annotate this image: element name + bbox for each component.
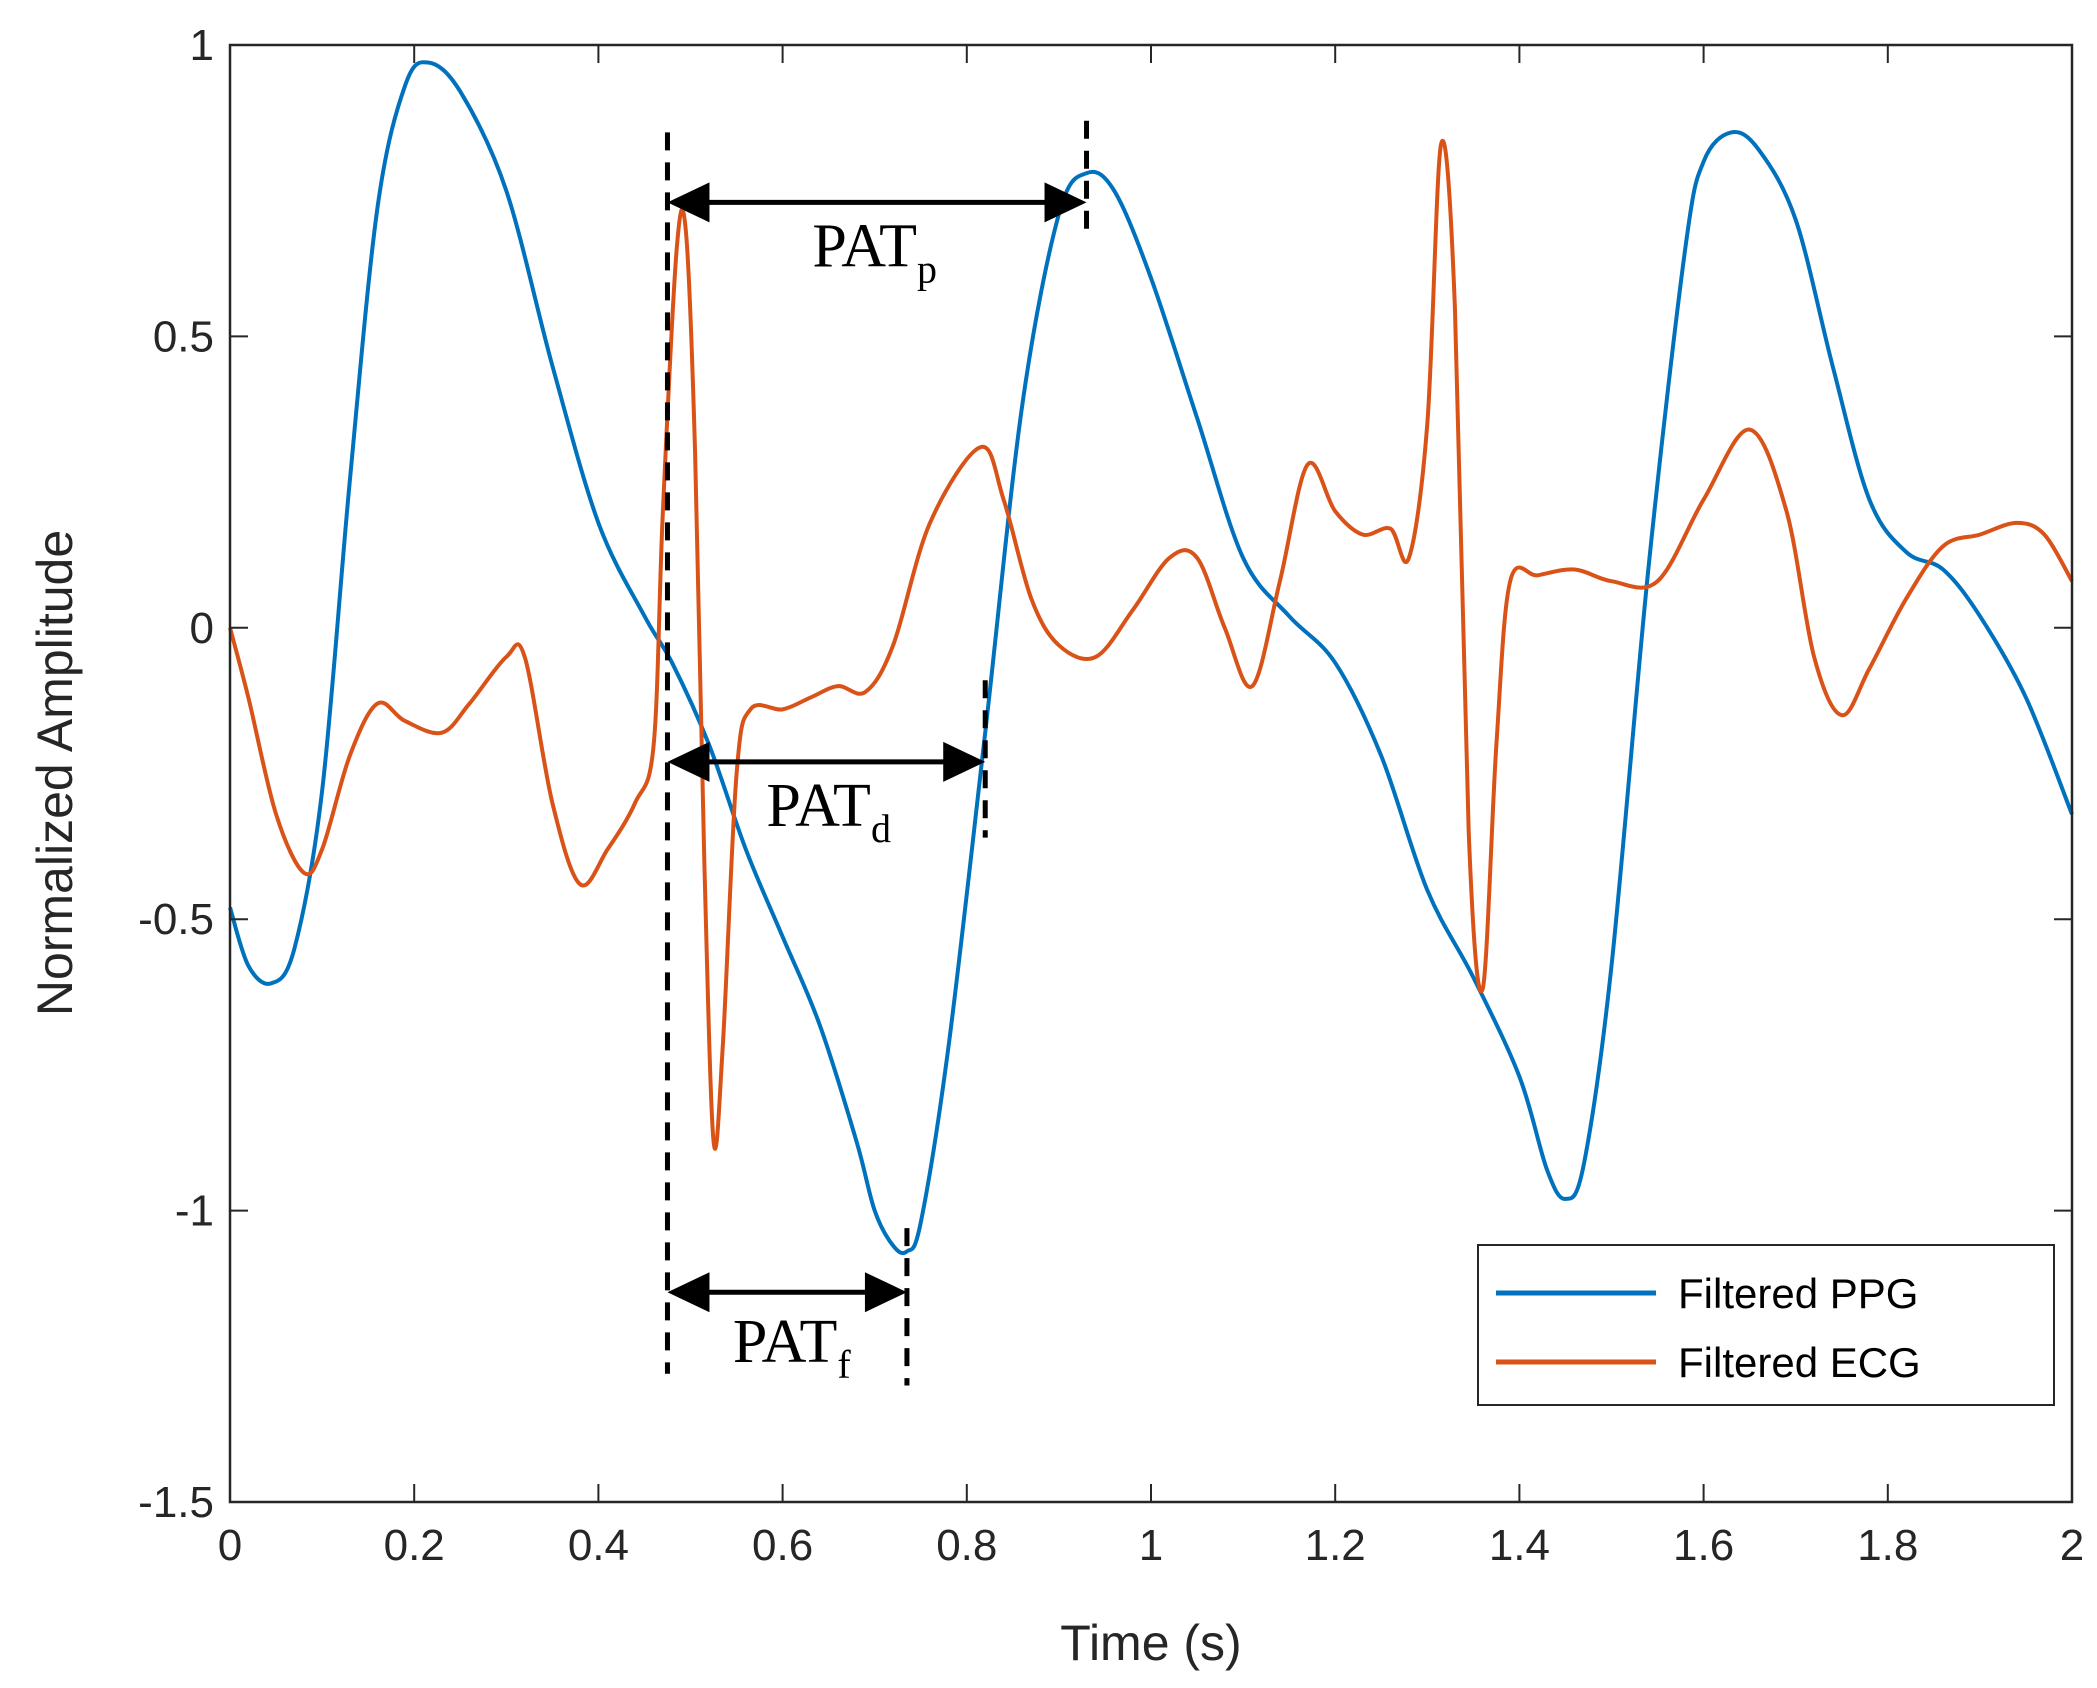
pat-d-arrowhead-left <box>667 741 710 782</box>
pat-f-arrowhead-right <box>864 1272 907 1313</box>
x-tick-label: 1 <box>1139 1521 1163 1570</box>
series-layer <box>228 60 2074 1256</box>
series-line-ecg <box>228 138 2074 1151</box>
series-line-ppg <box>228 60 2074 1256</box>
x-tick-label: 0.6 <box>752 1521 813 1570</box>
x-tick-label: 0 <box>218 1521 242 1570</box>
y-tick-label: 1 <box>190 21 214 70</box>
pat-f-arrowhead-left <box>667 1272 710 1313</box>
legend-label-ppg: Filtered PPG <box>1678 1270 1918 1317</box>
x-axis-title: Time (s) <box>1060 1615 1241 1671</box>
x-tick-label: 1.8 <box>1857 1521 1918 1570</box>
legend-label-ecg: Filtered ECG <box>1678 1339 1921 1386</box>
y-tick-label: -0.5 <box>138 895 214 944</box>
y-tick-label: 0.5 <box>153 312 214 361</box>
ticks-layer: 0 0.2 0.4 0.6 0.8 1 1.2 1.4 1.6 1.8 2 1 0.5 0 -0.5 -1 -1… <box>138 21 2084 1570</box>
x-tick-label: 2 <box>2060 1521 2084 1570</box>
guides-layer <box>664 120 1090 1386</box>
pat-p-arrowhead-left <box>667 182 710 223</box>
pat-p-label: PATp <box>812 212 937 291</box>
x-tick-label: 1.4 <box>1489 1521 1550 1570</box>
x-tick-label: 1.6 <box>1673 1521 1734 1570</box>
annotation-layer: PATp PATd PATf <box>667 182 1087 1387</box>
y-tick-label: 0 <box>190 604 214 653</box>
pat-f-label: PATf <box>733 1308 852 1387</box>
x-tick-label: 0.8 <box>936 1521 997 1570</box>
x-tick-label: 0.2 <box>384 1521 445 1570</box>
pat-d-arrowhead-right <box>943 741 986 782</box>
y-tick-label: -1.5 <box>138 1478 214 1527</box>
legend: Filtered PPG Filtered ECG <box>1477 1244 2055 1406</box>
pat-d-label: PATd <box>766 772 891 851</box>
y-tick-label: -1 <box>175 1187 214 1236</box>
x-tick-label: 0.4 <box>568 1521 629 1570</box>
pat-p-arrowhead-right <box>1044 182 1087 223</box>
legend-box <box>1477 1244 2055 1406</box>
y-axis-title: Normalized Amplitude <box>27 530 83 1016</box>
x-tick-label: 1.2 <box>1305 1521 1366 1570</box>
